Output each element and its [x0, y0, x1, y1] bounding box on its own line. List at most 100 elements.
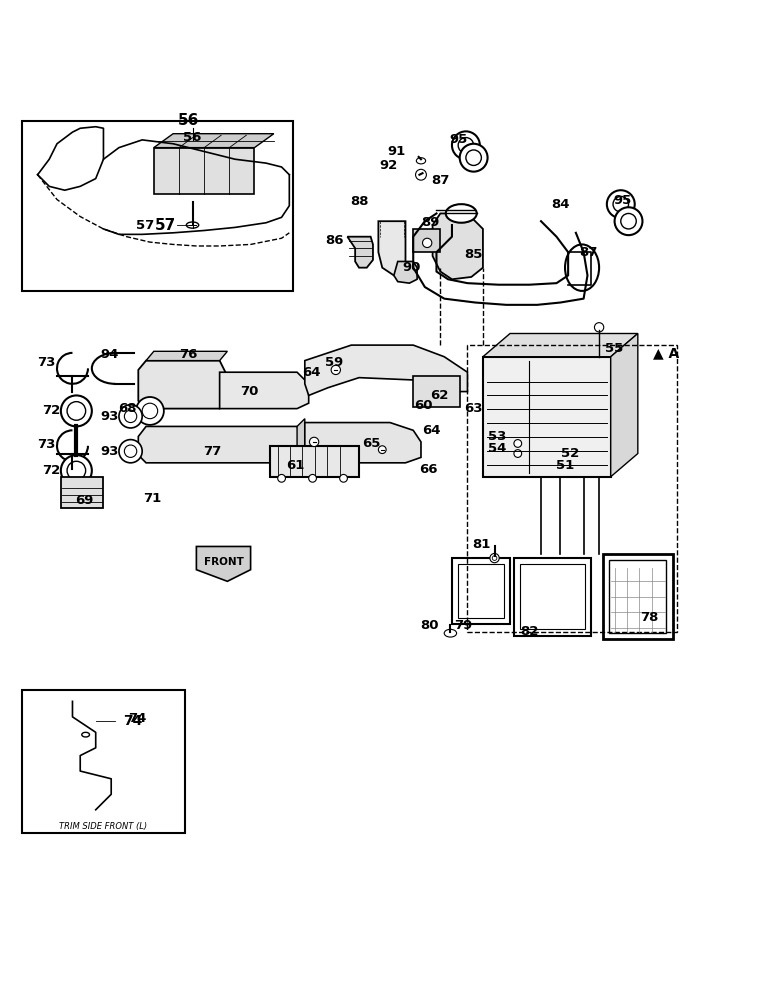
- Ellipse shape: [613, 196, 629, 212]
- Ellipse shape: [459, 144, 488, 172]
- Bar: [483, 357, 611, 477]
- Text: 54: 54: [488, 442, 506, 455]
- Ellipse shape: [67, 402, 86, 420]
- Ellipse shape: [186, 222, 199, 228]
- Ellipse shape: [417, 158, 426, 164]
- Text: FRONT: FRONT: [204, 557, 243, 567]
- Ellipse shape: [466, 150, 481, 165]
- Text: 87: 87: [431, 174, 449, 187]
- Text: 88: 88: [349, 195, 368, 208]
- Bar: [609, 560, 666, 633]
- Polygon shape: [433, 213, 483, 279]
- Text: 56: 56: [183, 131, 202, 144]
- Text: 51: 51: [556, 459, 574, 472]
- Ellipse shape: [82, 732, 90, 737]
- Ellipse shape: [339, 474, 347, 482]
- Ellipse shape: [142, 403, 158, 419]
- Text: 66: 66: [420, 463, 438, 476]
- Text: 69: 69: [75, 493, 94, 506]
- Text: 82: 82: [520, 625, 538, 638]
- Ellipse shape: [514, 450, 522, 457]
- Ellipse shape: [136, 397, 164, 425]
- Text: 71: 71: [144, 492, 161, 505]
- Polygon shape: [611, 333, 638, 477]
- Polygon shape: [146, 351, 227, 361]
- Text: 86: 86: [325, 234, 343, 247]
- Ellipse shape: [378, 446, 386, 454]
- Bar: [458, 564, 504, 618]
- Text: 57: 57: [154, 218, 176, 233]
- Ellipse shape: [423, 238, 432, 248]
- Text: 92: 92: [380, 159, 398, 172]
- Bar: [467, 345, 676, 632]
- Text: 87: 87: [579, 246, 597, 259]
- Text: 80: 80: [420, 619, 439, 632]
- Bar: [154, 148, 254, 194]
- Ellipse shape: [310, 437, 319, 447]
- Text: 77: 77: [203, 445, 221, 458]
- Text: 68: 68: [119, 402, 136, 415]
- Ellipse shape: [278, 474, 285, 482]
- Text: 61: 61: [286, 459, 305, 472]
- Text: 94: 94: [101, 348, 119, 361]
- Text: 56: 56: [178, 113, 200, 128]
- Text: 65: 65: [363, 437, 381, 450]
- Ellipse shape: [492, 556, 497, 560]
- Bar: [413, 229, 441, 252]
- Ellipse shape: [565, 244, 599, 291]
- Ellipse shape: [594, 323, 604, 332]
- Bar: [514, 558, 591, 636]
- Text: 64: 64: [302, 366, 321, 379]
- Bar: [270, 446, 359, 477]
- Ellipse shape: [615, 207, 643, 235]
- Text: 89: 89: [421, 216, 439, 229]
- Text: 72: 72: [43, 404, 61, 417]
- Bar: [413, 376, 459, 407]
- Text: 72: 72: [43, 464, 61, 477]
- Bar: [61, 477, 104, 508]
- Text: 81: 81: [473, 538, 491, 551]
- Ellipse shape: [124, 410, 136, 423]
- Text: 91: 91: [387, 145, 406, 158]
- Bar: [22, 121, 293, 291]
- Ellipse shape: [119, 405, 142, 428]
- Text: 62: 62: [430, 389, 448, 402]
- Text: 93: 93: [101, 445, 119, 458]
- Text: 90: 90: [402, 261, 421, 274]
- Bar: [452, 558, 510, 624]
- Polygon shape: [305, 423, 421, 463]
- Text: ▲ A: ▲ A: [654, 346, 679, 360]
- Text: 64: 64: [422, 424, 441, 437]
- Ellipse shape: [445, 204, 477, 223]
- Ellipse shape: [61, 395, 92, 426]
- Text: 55: 55: [605, 342, 624, 355]
- Text: 63: 63: [464, 402, 483, 415]
- Ellipse shape: [124, 445, 136, 457]
- Text: 85: 85: [464, 248, 483, 261]
- Text: 70: 70: [240, 385, 258, 398]
- Ellipse shape: [621, 213, 636, 229]
- Text: 52: 52: [562, 447, 580, 460]
- Ellipse shape: [458, 138, 473, 153]
- Text: 93: 93: [101, 410, 119, 423]
- Ellipse shape: [119, 440, 142, 463]
- Ellipse shape: [309, 474, 317, 482]
- Ellipse shape: [514, 440, 522, 447]
- Text: 74: 74: [128, 712, 147, 725]
- Text: 73: 73: [37, 356, 55, 369]
- Text: TRIM SIDE FRONT (L): TRIM SIDE FRONT (L): [59, 822, 147, 831]
- Polygon shape: [138, 426, 301, 463]
- Polygon shape: [347, 237, 373, 268]
- Polygon shape: [378, 221, 406, 275]
- Text: 73: 73: [37, 438, 55, 451]
- Ellipse shape: [490, 553, 499, 563]
- Text: 79: 79: [455, 619, 473, 632]
- Ellipse shape: [416, 169, 427, 180]
- Polygon shape: [197, 546, 250, 581]
- Text: 76: 76: [179, 348, 198, 361]
- Ellipse shape: [61, 455, 92, 486]
- Text: 53: 53: [488, 430, 506, 443]
- Polygon shape: [220, 372, 309, 409]
- Text: 60: 60: [414, 399, 433, 412]
- Text: 95: 95: [449, 133, 467, 146]
